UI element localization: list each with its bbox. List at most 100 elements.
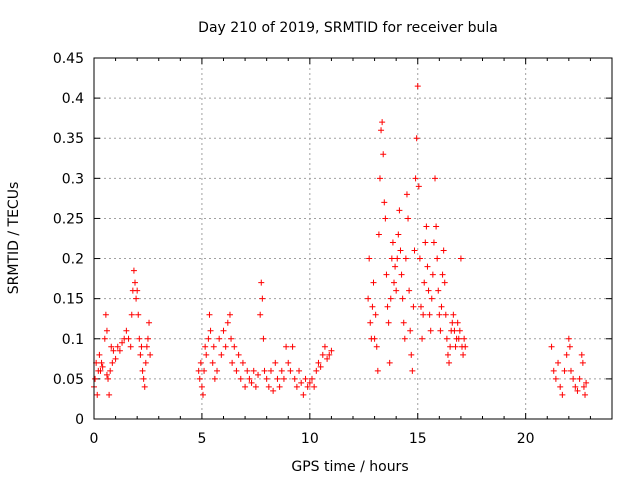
data-point: [446, 359, 453, 366]
data-point: [231, 343, 238, 350]
data-point: [365, 295, 372, 302]
data-point: [438, 303, 445, 310]
data-point: [101, 335, 108, 342]
data-point: [257, 311, 264, 318]
data-point: [565, 335, 572, 342]
data-point: [248, 379, 255, 386]
data-point: [105, 375, 112, 382]
data-point: [224, 319, 231, 326]
data-point: [376, 175, 383, 182]
data-point: [420, 311, 427, 318]
data-point: [414, 83, 421, 90]
data-point: [110, 347, 117, 354]
data-point: [456, 327, 463, 334]
data-point: [429, 271, 436, 278]
data-point: [283, 343, 290, 350]
data-point: [147, 351, 154, 358]
data-point: [559, 391, 566, 398]
data-point: [415, 183, 422, 190]
data-point: [393, 287, 400, 294]
data-point: [306, 379, 313, 386]
data-point: [229, 359, 236, 366]
data-point: [417, 303, 424, 310]
data-point: [125, 335, 132, 342]
data-point: [561, 367, 568, 374]
data-point: [403, 191, 410, 198]
data-point: [583, 379, 590, 386]
data-point: [109, 359, 116, 366]
data-point: [220, 327, 227, 334]
data-point: [391, 279, 398, 286]
data-point: [276, 383, 283, 390]
data-point: [308, 375, 315, 382]
data-point: [442, 311, 449, 318]
data-point: [103, 371, 110, 378]
data-point: [398, 271, 405, 278]
grid: [94, 58, 612, 419]
data-point: [135, 311, 142, 318]
data-point: [102, 311, 109, 318]
data-point: [379, 119, 386, 126]
data-point: [548, 343, 555, 350]
data-point: [259, 295, 266, 302]
data-point: [97, 367, 104, 374]
x-tick-label: 5: [197, 431, 206, 447]
data-point: [388, 255, 395, 262]
data-point: [258, 279, 265, 286]
data-point: [108, 343, 115, 350]
data-point: [146, 319, 153, 326]
data-point: [557, 383, 564, 390]
data-point: [580, 383, 587, 390]
y-tick-label: 0.45: [53, 51, 84, 67]
data-point: [392, 263, 399, 270]
data-point: [435, 287, 442, 294]
data-point: [579, 359, 586, 366]
data-point: [203, 351, 210, 358]
data-point: [207, 327, 214, 334]
data-point: [265, 383, 272, 390]
data-point: [255, 371, 262, 378]
data-point: [321, 343, 328, 350]
data-point: [432, 175, 439, 182]
data-point: [381, 199, 388, 206]
data-point: [433, 223, 440, 230]
data-point: [136, 335, 143, 342]
y-tick-label: 0.25: [53, 211, 84, 227]
data-point: [574, 387, 581, 394]
data-points: [91, 83, 590, 398]
data-point: [112, 355, 119, 362]
data-point: [205, 335, 212, 342]
data-point: [413, 135, 420, 142]
data-point: [235, 351, 242, 358]
data-point: [450, 311, 457, 318]
data-point: [572, 383, 579, 390]
data-point: [300, 391, 307, 398]
y-tick-label: 0: [75, 412, 84, 428]
data-point: [436, 311, 443, 318]
data-point: [119, 339, 126, 346]
data-point: [114, 343, 121, 350]
data-point: [422, 239, 429, 246]
data-point: [293, 383, 300, 390]
data-point: [127, 343, 134, 350]
data-point: [198, 383, 205, 390]
data-point: [244, 367, 251, 374]
data-point: [402, 255, 409, 262]
data-point: [389, 239, 396, 246]
data-point: [380, 151, 387, 158]
data-point: [552, 375, 559, 382]
data-point: [439, 271, 446, 278]
data-point: [218, 351, 225, 358]
data-point: [405, 215, 412, 222]
data-point: [211, 375, 218, 382]
x-tick-label: 15: [409, 431, 427, 447]
data-point: [315, 359, 322, 366]
data-point: [383, 271, 390, 278]
data-point: [199, 391, 206, 398]
data-point: [375, 231, 382, 238]
data-point: [142, 359, 149, 366]
data-point: [437, 327, 444, 334]
data-point: [400, 319, 407, 326]
data-point: [274, 375, 281, 382]
